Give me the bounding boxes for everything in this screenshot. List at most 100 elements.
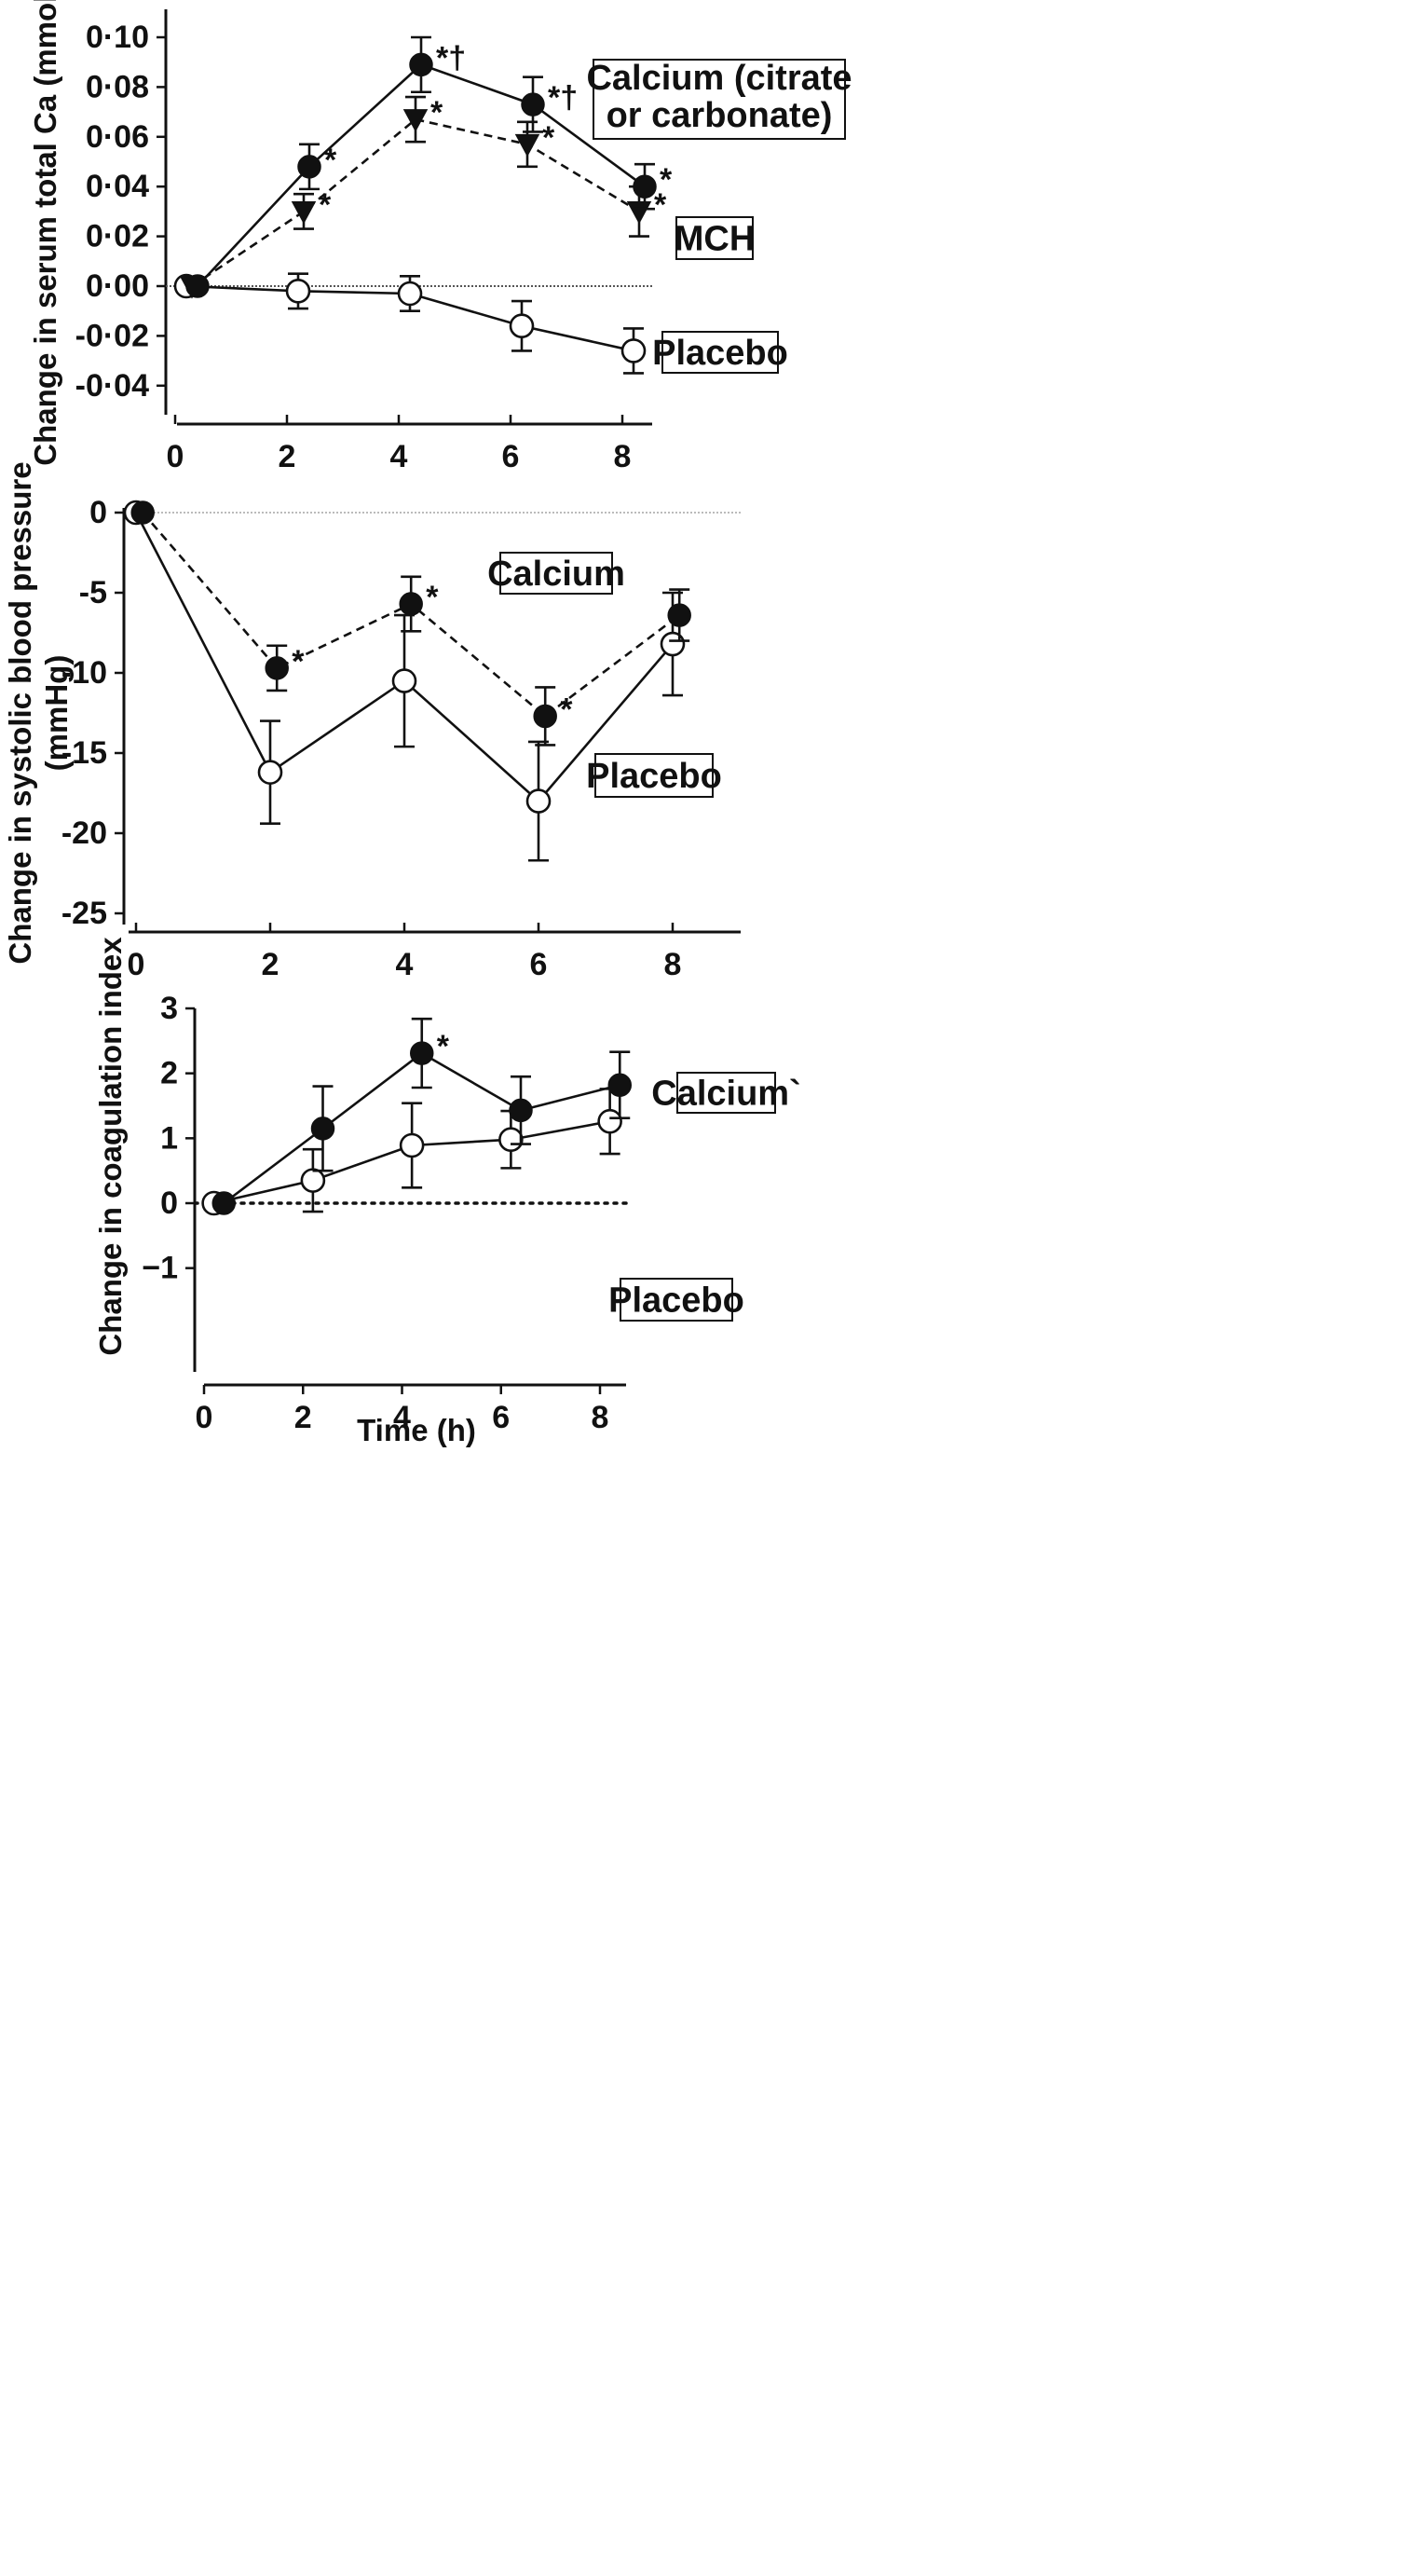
- x-tick-label: 8: [614, 439, 632, 474]
- significance-marker: *: [319, 187, 332, 223]
- data-point: [399, 592, 423, 616]
- data-point: [310, 1117, 335, 1141]
- data-point: [285, 279, 311, 304]
- data-point: [399, 1132, 425, 1158]
- legend-label: Calcium (citrate: [586, 59, 852, 98]
- y-tick-label: -0·04: [75, 368, 149, 404]
- y-tick-label: 0·10: [86, 20, 149, 55]
- legend-label: or carbonate): [607, 96, 833, 135]
- legend-item: Calcium`: [651, 1072, 801, 1114]
- data-point: [597, 1108, 622, 1134]
- data-point: [633, 174, 657, 199]
- data-point: [397, 281, 423, 307]
- y-tick-label: 2: [160, 1056, 178, 1091]
- y-tick-label: 0·02: [86, 219, 149, 254]
- x-tick-label: 6: [530, 947, 548, 982]
- x-tick-label: 8: [592, 1400, 609, 1435]
- y-tick-label: 0·04: [86, 169, 149, 204]
- significance-marker: *: [324, 143, 337, 178]
- legend-box: [594, 753, 714, 798]
- panel-systolic-blood-pressure: 0 -5 -10 -15 -20 -25 0 2 4 6 8 Change in systolic b…: [3, 461, 741, 982]
- panel-serum-calcium: 0·10 0·08 0·06 0·04 0·02 0·00 -0·02 -0·04 0 2 4 6 8 C…: [28, 0, 852, 474]
- legend-label: Calcium: [487, 555, 625, 594]
- significance-marker: *: [430, 95, 443, 130]
- y-tick-label: -0·02: [75, 318, 149, 353]
- legend-box: [499, 552, 613, 595]
- y-tick-label: -10: [61, 655, 107, 691]
- data-point: [514, 133, 540, 158]
- legend-item: Placebo: [652, 331, 788, 374]
- legend-label: Placebo: [608, 1281, 744, 1321]
- data-point: [291, 200, 317, 225]
- data-point: [130, 500, 155, 525]
- x-tick-label: 2: [262, 947, 279, 982]
- legend-item: MCH: [675, 216, 756, 260]
- data-point: [525, 788, 552, 814]
- legend-label: MCH: [675, 220, 756, 259]
- x-tick-label: 6: [492, 1400, 510, 1435]
- data-point: [265, 656, 289, 680]
- legend-box: [593, 59, 846, 140]
- x-tick-label: 4: [390, 439, 408, 474]
- data-point: [509, 313, 535, 339]
- x-tick-label: 0: [167, 439, 184, 474]
- legend-box: [620, 1278, 733, 1322]
- legend-label: Placebo: [652, 334, 788, 373]
- data-point: [185, 274, 210, 298]
- x-tick-label: 2: [294, 1400, 312, 1435]
- legend-item: Placebo: [608, 1278, 744, 1322]
- significance-marker: *: [292, 644, 305, 679]
- y-tick-label: -5: [79, 575, 107, 610]
- legend-box: [676, 1072, 776, 1114]
- data-point: [409, 52, 433, 77]
- series-calcium-citrate-or-carbonate: * *† *† *: [185, 35, 673, 298]
- data-point: [626, 200, 652, 225]
- y-tick-label: -25: [61, 896, 107, 931]
- data-point: [410, 1041, 434, 1065]
- significance-marker: *†: [436, 40, 466, 75]
- significance-marker: *: [426, 580, 439, 615]
- series-calcium: *: [211, 1017, 632, 1215]
- y-tick-label: 0: [89, 495, 107, 530]
- data-point: [297, 155, 321, 179]
- significance-marker: *: [437, 1029, 450, 1064]
- significance-marker: *: [660, 162, 673, 198]
- legend-item: Calcium: [487, 552, 625, 595]
- data-point: [257, 760, 283, 785]
- x-tick-label: 6: [502, 439, 520, 474]
- data-point: [620, 338, 647, 363]
- legend-box: [661, 331, 779, 374]
- y-tick-label: −1: [142, 1251, 178, 1286]
- data-point: [391, 668, 417, 693]
- series-line: [191, 117, 640, 288]
- panel-coagulation-index: 3 2 1 0 −1 0 2 4 6 8 Change in coagulation index Ti…: [93, 937, 801, 1447]
- x-tick-label: 0: [196, 1400, 213, 1435]
- y-axis-title: Change in serum total Ca (mmol/l): [28, 0, 62, 466]
- series-placebo: [123, 500, 686, 862]
- data-point: [211, 1191, 236, 1215]
- x-tick-label: 4: [393, 1400, 411, 1435]
- significance-marker: *: [542, 120, 555, 156]
- y-tick-label: 0·08: [86, 69, 149, 104]
- y-tick-label: 0·06: [86, 119, 149, 155]
- series-placebo: [173, 272, 647, 375]
- y-tick-label: 0: [160, 1185, 178, 1221]
- legend-label: Calcium`: [651, 1075, 800, 1114]
- data-point: [300, 1168, 326, 1193]
- series-calcium: * * *: [130, 500, 691, 747]
- significance-marker: *: [654, 187, 667, 223]
- y-tick-label: 3: [160, 991, 178, 1026]
- data-point: [533, 704, 557, 729]
- data-point: [607, 1073, 632, 1097]
- x-tick-label: 2: [279, 439, 296, 474]
- data-point: [509, 1098, 533, 1123]
- significance-marker: *: [560, 692, 573, 727]
- y-tick-label: 1: [160, 1120, 178, 1156]
- y-tick-label: 0·00: [86, 268, 149, 304]
- significance-marker: *†: [548, 80, 578, 116]
- x-tick-label: 0: [128, 947, 145, 982]
- data-point: [667, 603, 691, 627]
- data-point: [402, 109, 429, 132]
- y-tick-label: -15: [61, 735, 107, 771]
